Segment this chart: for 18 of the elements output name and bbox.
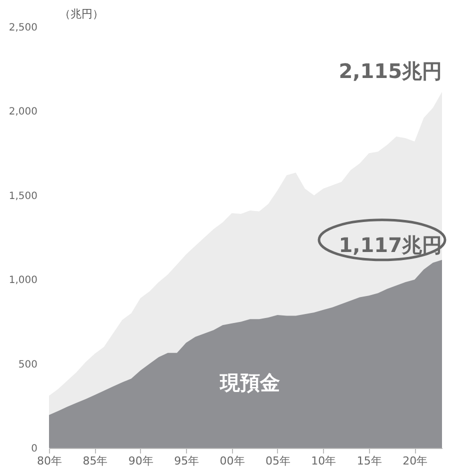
annotation: 2,115兆円	[338, 58, 442, 83]
x-tick-label: 85年	[82, 454, 108, 468]
y-tick-label: 500	[18, 359, 38, 370]
series-label: 現預金	[219, 370, 280, 395]
y-tick-label: 2,500	[8, 22, 38, 34]
y-tick-label: 2,000	[8, 106, 38, 118]
x-tick-label: 00年	[220, 454, 245, 468]
x-tick-label: 80年	[37, 454, 62, 468]
x-tick-label: 95年	[174, 454, 200, 468]
y-axis-title: （兆円）	[60, 8, 104, 20]
y-tick-label: 0	[31, 444, 38, 454]
x-tick-label: 90年	[128, 454, 154, 468]
y-tick-label: 1,000	[8, 275, 38, 286]
x-tick-label: 20年	[402, 454, 428, 468]
x-tick-label: 05年	[265, 454, 290, 468]
x-tick-label: 10年	[311, 454, 336, 468]
x-tick-label: 15年	[356, 454, 382, 468]
y-tick-label: 1,500	[8, 190, 38, 202]
